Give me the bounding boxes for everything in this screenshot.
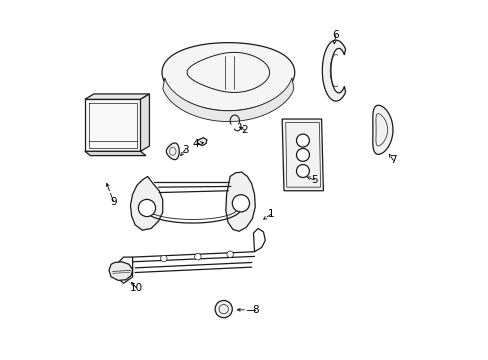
- Polygon shape: [282, 119, 323, 191]
- Circle shape: [296, 134, 309, 147]
- Polygon shape: [162, 42, 294, 111]
- Polygon shape: [197, 138, 206, 145]
- Polygon shape: [85, 94, 149, 99]
- Polygon shape: [322, 40, 345, 101]
- Polygon shape: [166, 143, 179, 159]
- Circle shape: [226, 251, 233, 257]
- Circle shape: [160, 255, 167, 262]
- Polygon shape: [225, 172, 255, 231]
- Circle shape: [215, 301, 232, 318]
- Text: 4: 4: [192, 139, 199, 149]
- Text: 6: 6: [332, 30, 339, 40]
- Text: 3: 3: [182, 144, 188, 154]
- Text: 8: 8: [251, 305, 258, 315]
- Text: 9: 9: [110, 197, 117, 207]
- Text: 1: 1: [267, 209, 274, 219]
- Text: 10: 10: [129, 283, 142, 293]
- Polygon shape: [85, 99, 140, 151]
- Polygon shape: [85, 151, 145, 156]
- Text: 2: 2: [241, 125, 247, 135]
- Text: 5: 5: [310, 175, 317, 185]
- Circle shape: [296, 148, 309, 161]
- Polygon shape: [140, 94, 149, 151]
- Polygon shape: [109, 262, 132, 280]
- Circle shape: [138, 199, 155, 217]
- Circle shape: [296, 165, 309, 177]
- Polygon shape: [130, 176, 163, 230]
- Polygon shape: [163, 78, 293, 122]
- Text: 7: 7: [389, 155, 396, 165]
- Circle shape: [232, 195, 249, 212]
- Polygon shape: [372, 105, 392, 154]
- Circle shape: [194, 253, 201, 260]
